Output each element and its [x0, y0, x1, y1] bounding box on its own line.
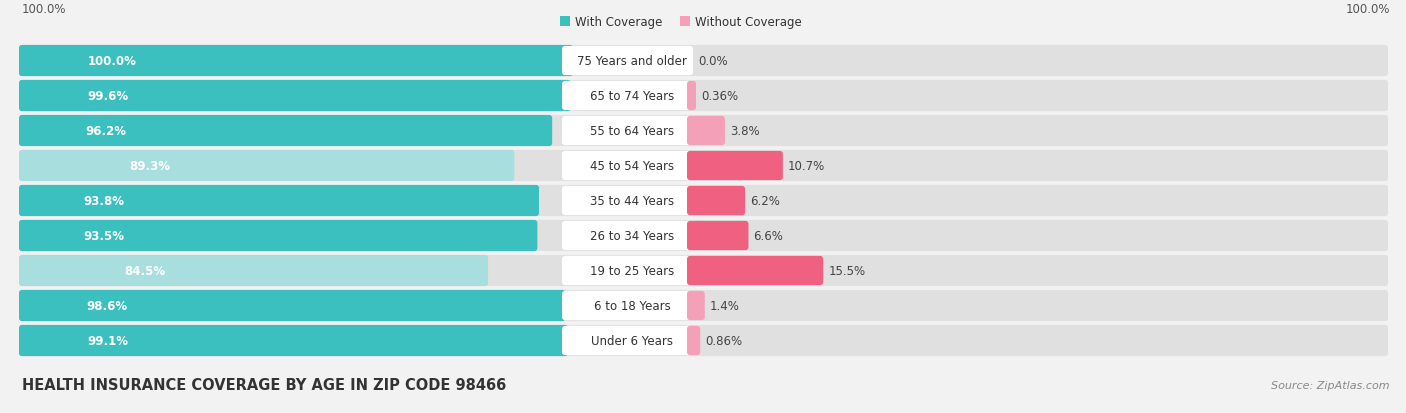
Text: Without Coverage: Without Coverage [695, 15, 801, 28]
Text: 3.8%: 3.8% [730, 125, 759, 138]
Text: 99.6%: 99.6% [87, 90, 128, 103]
FancyBboxPatch shape [20, 150, 515, 182]
FancyBboxPatch shape [20, 150, 1388, 182]
FancyBboxPatch shape [560, 17, 569, 27]
Text: 35 to 44 Years: 35 to 44 Years [591, 195, 673, 207]
Text: 100.0%: 100.0% [87, 55, 136, 68]
FancyBboxPatch shape [20, 116, 1388, 147]
Text: 100.0%: 100.0% [22, 2, 66, 15]
FancyBboxPatch shape [20, 81, 1388, 112]
Text: 65 to 74 Years: 65 to 74 Years [591, 90, 673, 103]
FancyBboxPatch shape [681, 17, 690, 27]
Text: 26 to 34 Years: 26 to 34 Years [591, 230, 673, 242]
FancyBboxPatch shape [20, 185, 538, 216]
Text: 0.0%: 0.0% [697, 55, 728, 68]
Text: With Coverage: With Coverage [575, 15, 662, 28]
FancyBboxPatch shape [688, 186, 745, 216]
FancyBboxPatch shape [562, 221, 693, 251]
FancyBboxPatch shape [20, 255, 1388, 286]
FancyBboxPatch shape [562, 152, 693, 180]
FancyBboxPatch shape [688, 326, 700, 355]
FancyBboxPatch shape [688, 256, 823, 285]
FancyBboxPatch shape [20, 325, 1388, 356]
Text: 45 to 54 Years: 45 to 54 Years [591, 159, 673, 173]
FancyBboxPatch shape [688, 82, 696, 111]
FancyBboxPatch shape [20, 255, 488, 286]
Text: 15.5%: 15.5% [828, 264, 865, 277]
FancyBboxPatch shape [688, 116, 725, 146]
Text: 96.2%: 96.2% [86, 125, 127, 138]
Text: 6.6%: 6.6% [754, 230, 783, 242]
Text: 6 to 18 Years: 6 to 18 Years [593, 299, 671, 312]
FancyBboxPatch shape [688, 291, 704, 320]
FancyBboxPatch shape [562, 291, 693, 320]
FancyBboxPatch shape [20, 290, 565, 321]
Text: 55 to 64 Years: 55 to 64 Years [591, 125, 673, 138]
Text: 75 Years and older: 75 Years and older [576, 55, 688, 68]
Text: 100.0%: 100.0% [1346, 2, 1391, 15]
FancyBboxPatch shape [562, 116, 693, 146]
Text: 0.36%: 0.36% [702, 90, 738, 103]
Text: 84.5%: 84.5% [124, 264, 165, 277]
FancyBboxPatch shape [20, 221, 537, 252]
FancyBboxPatch shape [562, 326, 693, 355]
Text: 93.8%: 93.8% [84, 195, 125, 207]
FancyBboxPatch shape [20, 185, 1388, 216]
FancyBboxPatch shape [688, 221, 748, 251]
Text: 19 to 25 Years: 19 to 25 Years [591, 264, 673, 277]
Text: 99.1%: 99.1% [87, 334, 128, 347]
FancyBboxPatch shape [20, 81, 571, 112]
Text: 93.5%: 93.5% [83, 230, 125, 242]
Text: 0.86%: 0.86% [706, 334, 742, 347]
Text: 1.4%: 1.4% [710, 299, 740, 312]
FancyBboxPatch shape [562, 256, 693, 285]
FancyBboxPatch shape [562, 186, 693, 216]
FancyBboxPatch shape [688, 152, 783, 180]
FancyBboxPatch shape [562, 47, 693, 76]
FancyBboxPatch shape [20, 290, 1388, 321]
Text: 89.3%: 89.3% [129, 159, 170, 173]
Text: HEALTH INSURANCE COVERAGE BY AGE IN ZIP CODE 98466: HEALTH INSURANCE COVERAGE BY AGE IN ZIP … [22, 377, 506, 392]
Text: 6.2%: 6.2% [749, 195, 780, 207]
FancyBboxPatch shape [20, 46, 1388, 77]
FancyBboxPatch shape [562, 82, 693, 111]
Text: Under 6 Years: Under 6 Years [591, 334, 673, 347]
FancyBboxPatch shape [20, 46, 574, 77]
FancyBboxPatch shape [20, 325, 568, 356]
Text: 98.6%: 98.6% [87, 299, 128, 312]
Text: Source: ZipAtlas.com: Source: ZipAtlas.com [1271, 380, 1391, 390]
FancyBboxPatch shape [20, 116, 553, 147]
FancyBboxPatch shape [20, 221, 1388, 252]
Text: 10.7%: 10.7% [787, 159, 825, 173]
